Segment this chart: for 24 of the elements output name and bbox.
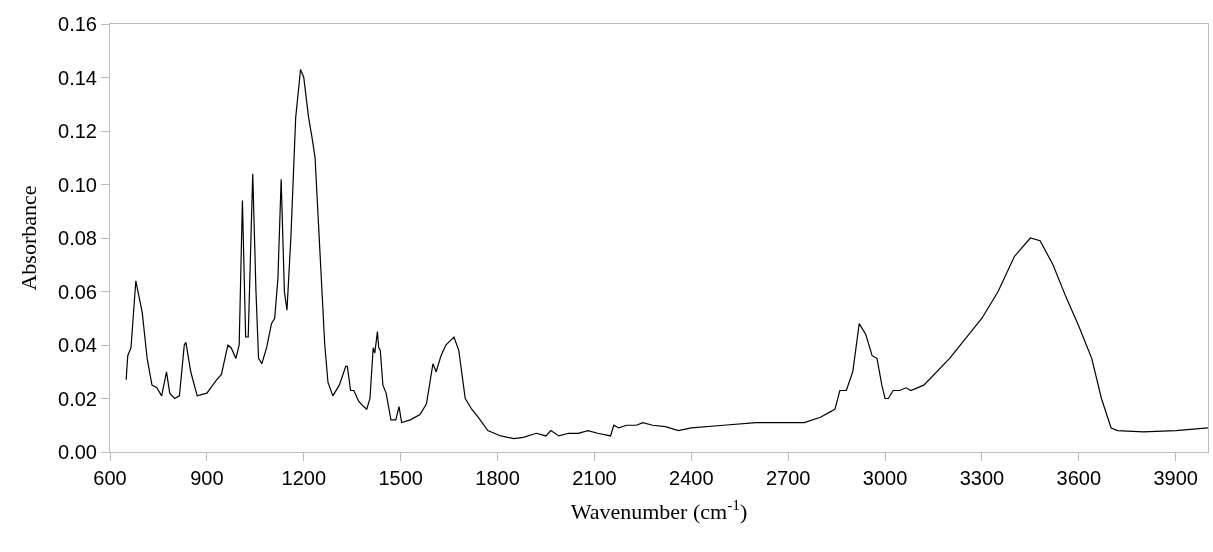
x-tick-label: 2100 — [572, 467, 617, 489]
y-tick-label: 0.04 — [58, 334, 97, 356]
x-tick-label: 1200 — [281, 467, 327, 489]
x-axis-title: Wavenumber (cm$^{-1}$) — [570, 495, 748, 524]
y-tick-label: 0.14 — [58, 66, 97, 89]
y-tick-label: 0.02 — [58, 387, 97, 410]
x-tick-label: 600 — [93, 467, 127, 489]
y-tick-label: 0.16 — [58, 13, 97, 35]
x-tick-label: 3900 — [1153, 467, 1198, 489]
line-series — [125, 68, 1208, 440]
y-tick-label: 0.10 — [58, 173, 97, 196]
x-tick-label: 3600 — [1056, 467, 1102, 489]
x-tick-label: 3000 — [862, 467, 908, 489]
x-tick-label: 2400 — [669, 467, 714, 489]
y-tick-label: 0.06 — [58, 280, 97, 303]
y-tick-label: 0.08 — [58, 227, 97, 249]
x-tick-label: 2700 — [765, 467, 811, 489]
x-tick-label: 1800 — [475, 467, 520, 489]
x-tick-label: 900 — [190, 467, 224, 489]
y-tick-label: 0.00 — [58, 441, 97, 463]
x-tick-label: 1500 — [378, 467, 423, 489]
x-tick-label: 3300 — [959, 467, 1005, 489]
y-axis-title: Absorbance — [15, 185, 41, 291]
y-tick-label: 0.12 — [58, 120, 97, 142]
